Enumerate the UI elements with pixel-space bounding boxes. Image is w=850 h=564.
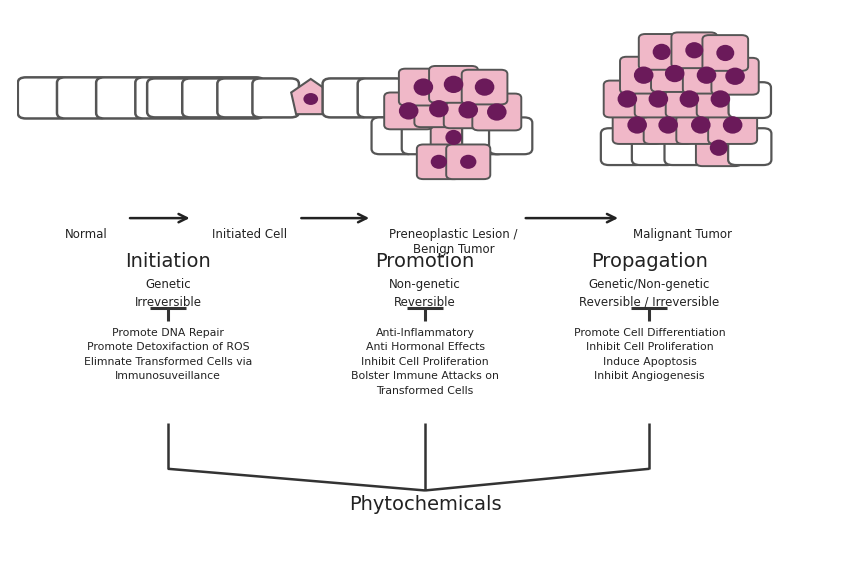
FancyBboxPatch shape [218, 78, 264, 117]
Ellipse shape [691, 116, 711, 134]
FancyBboxPatch shape [402, 117, 445, 154]
FancyBboxPatch shape [728, 82, 771, 118]
FancyBboxPatch shape [613, 106, 661, 144]
FancyBboxPatch shape [213, 77, 264, 118]
Text: Normal: Normal [65, 228, 108, 241]
FancyBboxPatch shape [147, 78, 194, 117]
FancyBboxPatch shape [18, 77, 68, 118]
Text: Genetic/Non-genetic
Reversible / Irreversible: Genetic/Non-genetic Reversible / Irrever… [579, 277, 719, 309]
FancyBboxPatch shape [683, 57, 730, 94]
FancyBboxPatch shape [728, 128, 772, 165]
Ellipse shape [649, 90, 668, 108]
Text: Phytochemicals: Phytochemicals [348, 495, 502, 514]
FancyBboxPatch shape [604, 81, 651, 117]
FancyBboxPatch shape [672, 32, 717, 68]
Ellipse shape [460, 155, 476, 169]
Ellipse shape [634, 67, 654, 84]
FancyBboxPatch shape [708, 106, 757, 144]
FancyBboxPatch shape [489, 117, 532, 154]
Ellipse shape [697, 67, 717, 84]
Text: Promote DNA Repair
Promote Detoxifaction of ROS
Elimnate Transformed Cells via
I: Promote DNA Repair Promote Detoxifaction… [84, 328, 252, 381]
Text: Anti-Inflammatory
Anti Hormonal Effects
Inhibit Cell Proliferation
Bolster Immun: Anti-Inflammatory Anti Hormonal Effects … [351, 328, 499, 395]
FancyBboxPatch shape [462, 117, 506, 154]
Ellipse shape [717, 45, 734, 61]
Ellipse shape [627, 116, 647, 134]
FancyBboxPatch shape [697, 81, 744, 117]
FancyBboxPatch shape [358, 78, 405, 117]
Ellipse shape [710, 140, 728, 156]
Ellipse shape [444, 76, 463, 93]
FancyBboxPatch shape [323, 78, 369, 117]
Ellipse shape [458, 101, 478, 118]
Text: Non-genetic
Reversible: Non-genetic Reversible [389, 277, 461, 309]
Ellipse shape [303, 93, 318, 105]
Ellipse shape [653, 44, 671, 60]
FancyBboxPatch shape [174, 77, 225, 118]
Ellipse shape [685, 42, 703, 59]
FancyBboxPatch shape [371, 117, 415, 154]
Text: Promotion: Promotion [376, 252, 474, 271]
FancyBboxPatch shape [429, 66, 478, 103]
FancyBboxPatch shape [635, 81, 682, 117]
FancyBboxPatch shape [399, 69, 448, 105]
Text: Preneoplastic Lesion /
Benign Tumor: Preneoplastic Lesion / Benign Tumor [389, 228, 518, 256]
Text: Genetic
Irreversible: Genetic Irreversible [134, 277, 201, 309]
Ellipse shape [659, 116, 678, 134]
Ellipse shape [722, 116, 742, 134]
FancyBboxPatch shape [415, 90, 463, 127]
FancyBboxPatch shape [643, 106, 693, 144]
Polygon shape [292, 79, 331, 114]
FancyBboxPatch shape [639, 34, 684, 70]
Text: Promote Cell Differentiation
Inhibit Cell Proliferation
Induce Apoptosis
Inhibit: Promote Cell Differentiation Inhibit Cel… [574, 328, 725, 381]
Ellipse shape [680, 90, 700, 108]
FancyBboxPatch shape [677, 106, 725, 144]
Ellipse shape [487, 103, 507, 121]
FancyBboxPatch shape [473, 94, 521, 130]
FancyBboxPatch shape [665, 128, 708, 165]
FancyBboxPatch shape [601, 128, 644, 165]
FancyBboxPatch shape [446, 144, 490, 179]
FancyBboxPatch shape [444, 91, 493, 128]
Ellipse shape [414, 78, 434, 96]
FancyBboxPatch shape [431, 120, 476, 155]
Text: Initiation: Initiation [125, 252, 211, 271]
FancyBboxPatch shape [182, 78, 229, 117]
FancyBboxPatch shape [702, 35, 748, 71]
Ellipse shape [431, 155, 447, 169]
FancyBboxPatch shape [462, 70, 507, 104]
Text: Initiated Cell: Initiated Cell [212, 228, 287, 241]
FancyBboxPatch shape [384, 92, 434, 129]
FancyBboxPatch shape [666, 81, 713, 117]
Ellipse shape [618, 90, 638, 108]
FancyBboxPatch shape [711, 58, 759, 95]
FancyBboxPatch shape [696, 129, 741, 166]
FancyBboxPatch shape [620, 57, 667, 94]
Ellipse shape [665, 65, 684, 82]
Ellipse shape [725, 68, 745, 85]
Ellipse shape [711, 90, 730, 108]
Ellipse shape [445, 130, 462, 145]
FancyBboxPatch shape [632, 128, 675, 165]
Text: Malignant Tumor: Malignant Tumor [632, 228, 732, 241]
Text: Propagation: Propagation [591, 252, 708, 271]
FancyBboxPatch shape [96, 77, 147, 118]
FancyBboxPatch shape [252, 78, 299, 117]
FancyBboxPatch shape [416, 144, 461, 179]
Ellipse shape [399, 102, 418, 120]
Ellipse shape [429, 100, 449, 117]
FancyBboxPatch shape [57, 77, 108, 118]
Ellipse shape [475, 78, 495, 96]
FancyBboxPatch shape [651, 55, 699, 92]
FancyBboxPatch shape [135, 77, 186, 118]
